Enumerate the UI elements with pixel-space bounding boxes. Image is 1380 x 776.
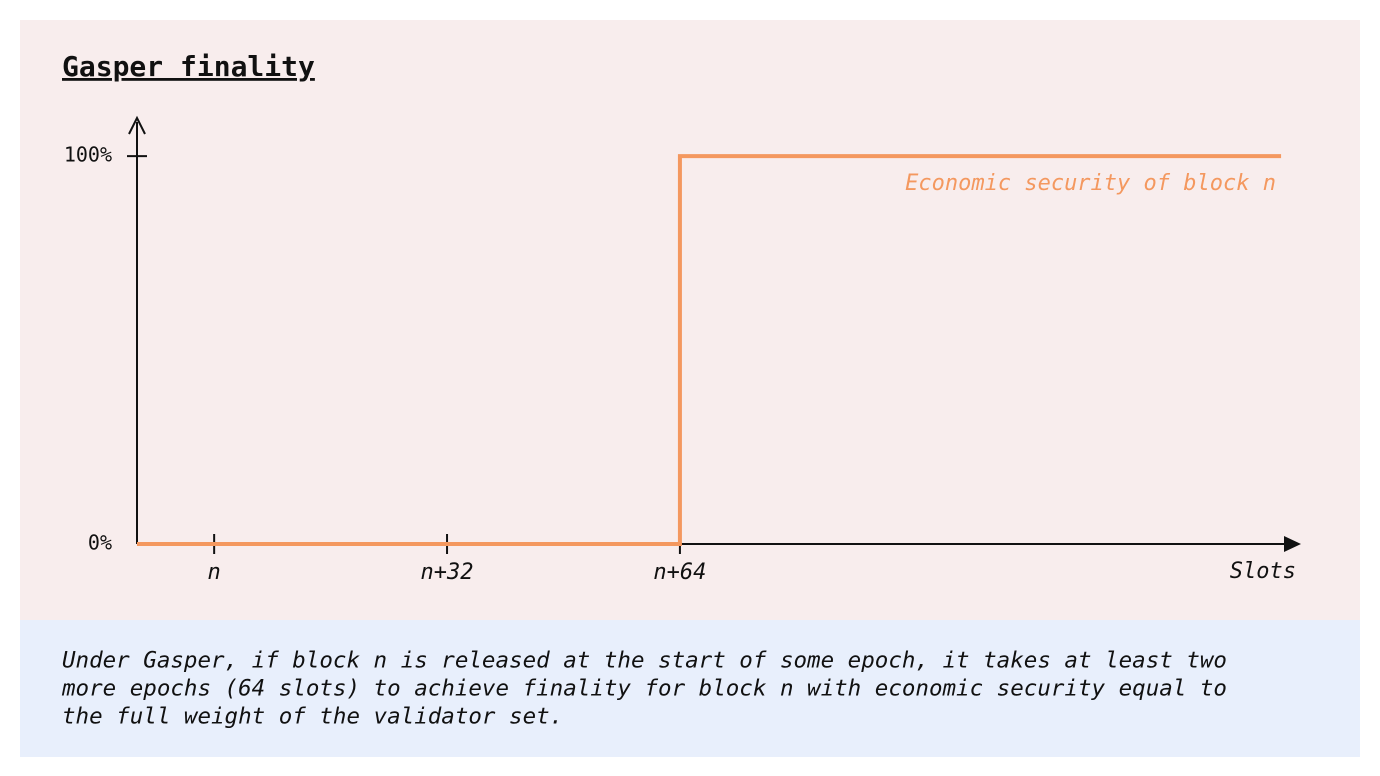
chart-title: Gasper finality bbox=[62, 50, 315, 83]
x-tick-label: n+64 bbox=[653, 560, 706, 585]
series-label: Economic security of block n bbox=[905, 171, 1276, 196]
x-axis-label: Slots bbox=[1230, 559, 1296, 584]
caption-line: the full weight of the validator set. bbox=[62, 704, 563, 730]
x-tick-label: n+32 bbox=[421, 560, 474, 585]
y-axis bbox=[128, 115, 146, 544]
caption-line: more epochs (64 slots) to achieve finali… bbox=[61, 676, 1227, 702]
y-tick-label: 100% bbox=[64, 143, 112, 167]
y-tick-label: 0% bbox=[88, 531, 112, 555]
line bbox=[137, 154, 1282, 546]
x-tick-label: n bbox=[208, 560, 221, 585]
chart-panel bbox=[20, 20, 1360, 620]
caption-line: Under Gasper, if block n is released at … bbox=[62, 648, 1227, 674]
x-axis-arrow bbox=[1284, 536, 1301, 552]
caption-panel bbox=[20, 620, 1360, 757]
